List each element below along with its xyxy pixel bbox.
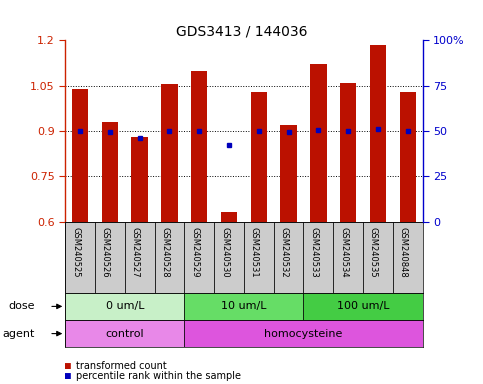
Bar bbox=[191, 71, 207, 222]
Text: GSM240527: GSM240527 bbox=[131, 227, 140, 278]
Text: transformed count: transformed count bbox=[76, 361, 167, 371]
Bar bbox=[370, 45, 386, 222]
Bar bbox=[95, 222, 125, 293]
Bar bbox=[340, 83, 356, 222]
Bar bbox=[333, 222, 363, 293]
Bar bbox=[221, 212, 237, 222]
Text: 10 um/L: 10 um/L bbox=[221, 301, 267, 311]
Text: GSM240534: GSM240534 bbox=[339, 227, 348, 278]
Text: GSM240530: GSM240530 bbox=[220, 227, 229, 278]
Bar bbox=[185, 293, 303, 320]
Bar bbox=[244, 222, 274, 293]
Bar bbox=[161, 84, 178, 222]
Bar bbox=[155, 222, 185, 293]
Bar bbox=[65, 320, 185, 347]
Bar bbox=[131, 137, 148, 222]
Text: percentile rank within the sample: percentile rank within the sample bbox=[76, 371, 242, 381]
Bar bbox=[399, 92, 416, 222]
Text: control: control bbox=[105, 329, 144, 339]
Bar bbox=[72, 89, 88, 222]
Bar bbox=[393, 222, 423, 293]
Text: ■: ■ bbox=[65, 361, 71, 371]
Text: GSM240535: GSM240535 bbox=[369, 227, 378, 278]
Text: 100 um/L: 100 um/L bbox=[337, 301, 389, 311]
Bar bbox=[65, 293, 185, 320]
Bar bbox=[102, 122, 118, 222]
Bar bbox=[65, 222, 95, 293]
Text: GSM240529: GSM240529 bbox=[190, 227, 199, 278]
Text: homocysteine: homocysteine bbox=[264, 329, 342, 339]
Bar bbox=[281, 125, 297, 222]
Text: GSM240848: GSM240848 bbox=[399, 227, 408, 278]
Text: 0 um/L: 0 um/L bbox=[105, 301, 144, 311]
Bar bbox=[185, 222, 214, 293]
Bar bbox=[303, 293, 423, 320]
Text: dose: dose bbox=[8, 301, 35, 311]
Text: GSM240531: GSM240531 bbox=[250, 227, 259, 278]
Text: GSM240526: GSM240526 bbox=[101, 227, 110, 278]
Text: GSM240533: GSM240533 bbox=[310, 227, 318, 278]
Text: GDS3413 / 144036: GDS3413 / 144036 bbox=[176, 25, 307, 39]
Bar bbox=[303, 222, 333, 293]
Bar bbox=[214, 222, 244, 293]
Bar bbox=[125, 222, 155, 293]
Text: GSM240525: GSM240525 bbox=[71, 227, 80, 278]
Bar bbox=[363, 222, 393, 293]
Text: GSM240532: GSM240532 bbox=[280, 227, 289, 278]
Bar bbox=[251, 92, 267, 222]
Text: GSM240528: GSM240528 bbox=[160, 227, 170, 278]
Text: agent: agent bbox=[2, 329, 35, 339]
Bar bbox=[185, 320, 423, 347]
Bar bbox=[310, 65, 327, 222]
Bar bbox=[274, 222, 303, 293]
Text: ■: ■ bbox=[65, 371, 71, 381]
